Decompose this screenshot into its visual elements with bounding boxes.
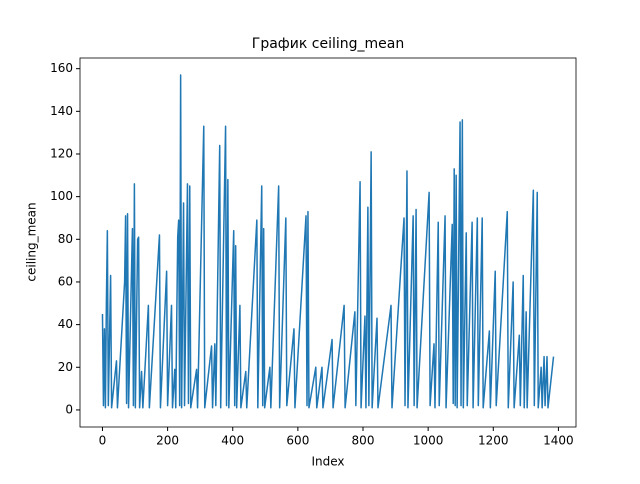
y-tick-label: 40 xyxy=(58,317,73,331)
chart-title: График ceiling_mean xyxy=(252,36,404,52)
x-tick-label: 1200 xyxy=(478,434,509,448)
y-tick-label: 20 xyxy=(58,360,73,374)
data-line xyxy=(101,74,555,409)
y-tick-label: 120 xyxy=(50,146,73,160)
y-tick-label: 160 xyxy=(50,61,73,75)
x-tick-label: 1000 xyxy=(413,434,444,448)
y-axis-label: ceiling_mean xyxy=(25,202,39,281)
x-tick-label: 1400 xyxy=(543,434,574,448)
x-tick-label: 400 xyxy=(221,434,244,448)
x-tick-label: 200 xyxy=(156,434,179,448)
x-tick-label: 800 xyxy=(352,434,375,448)
y-tick-label: 140 xyxy=(50,104,73,118)
y-tick-label: 80 xyxy=(58,232,73,246)
y-tick-label: 100 xyxy=(50,189,73,203)
y-tick-label: 60 xyxy=(58,274,73,288)
x-tick-label: 0 xyxy=(99,434,107,448)
x-axis-label: Index xyxy=(311,455,344,469)
x-tick-label: 600 xyxy=(286,434,309,448)
y-tick-label: 0 xyxy=(65,402,73,416)
plot-frame xyxy=(79,57,577,428)
